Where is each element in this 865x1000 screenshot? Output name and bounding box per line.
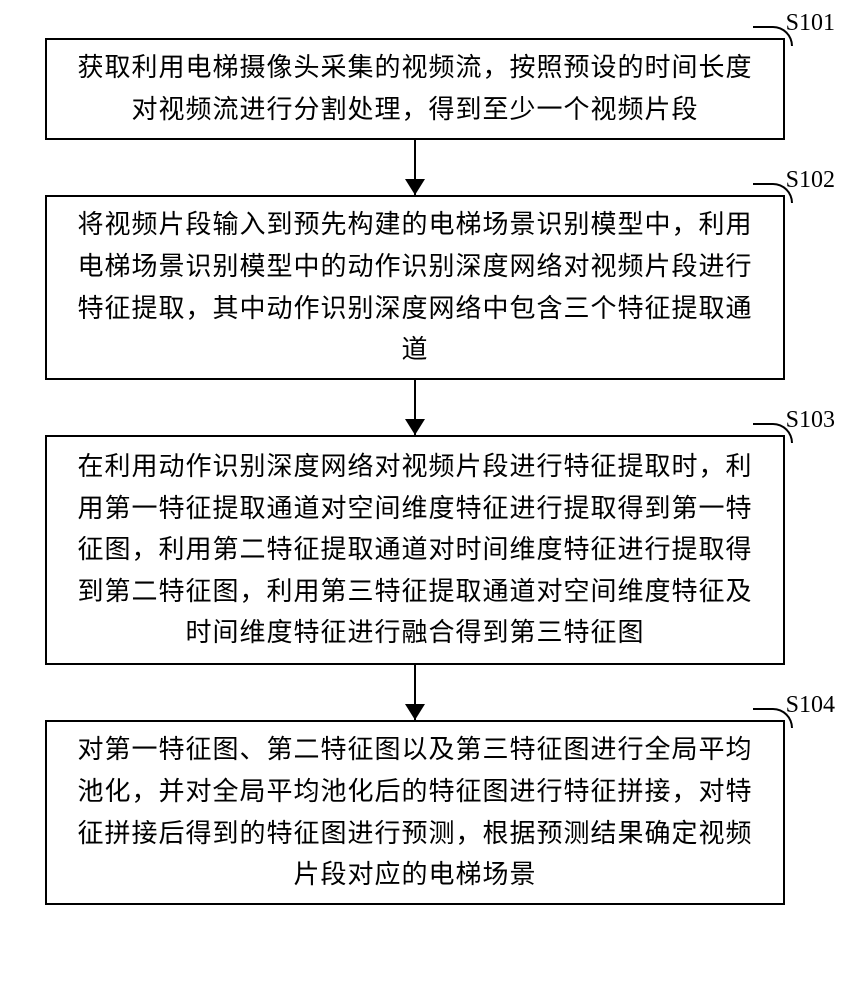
step-s102-container: S102 将视频片段输入到预先构建的电梯场景识别模型中，利用电梯场景识别模型中的… [0,195,865,380]
step-text-s103: 在利用动作识别深度网络对视频片段进行特征提取时，利用第一特征提取通道对空间维度特… [65,446,765,654]
step-box-s104: 对第一特征图、第二特征图以及第三特征图进行全局平均池化，并对全局平均池化后的特征… [45,720,785,905]
arrow-2 [45,380,785,435]
step-box-s102: 将视频片段输入到预先构建的电梯场景识别模型中，利用电梯场景识别模型中的动作识别深… [45,195,785,380]
step-s103-container: S103 在利用动作识别深度网络对视频片段进行特征提取时，利用第一特征提取通道对… [0,435,865,665]
step-s104-container: S104 对第一特征图、第二特征图以及第三特征图进行全局平均池化，并对全局平均池… [0,720,865,905]
step-box-s103: 在利用动作识别深度网络对视频片段进行特征提取时，利用第一特征提取通道对空间维度特… [45,435,785,665]
step-label-s104: S104 [786,692,835,719]
arrow-1 [45,140,785,195]
arrow-head-2 [405,419,425,435]
flowchart-container: S101 获取利用电梯摄像头采集的视频流，按照预设的时间长度对视频流进行分割处理… [0,0,865,1000]
step-text-s101: 获取利用电梯摄像头采集的视频流，按照预设的时间长度对视频流进行分割处理，得到至少… [65,47,765,130]
step-text-s104: 对第一特征图、第二特征图以及第三特征图进行全局平均池化，并对全局平均池化后的特征… [65,729,765,895]
step-text-s102: 将视频片段输入到预先构建的电梯场景识别模型中，利用电梯场景识别模型中的动作识别深… [65,204,765,370]
step-label-s101: S101 [786,10,835,37]
step-label-s102: S102 [786,167,835,194]
arrow-head-1 [405,179,425,195]
step-label-s103: S103 [786,407,835,434]
step-s101-container: S101 获取利用电梯摄像头采集的视频流，按照预设的时间长度对视频流进行分割处理… [0,38,865,140]
arrow-head-3 [405,704,425,720]
step-box-s101: 获取利用电梯摄像头采集的视频流，按照预设的时间长度对视频流进行分割处理，得到至少… [45,38,785,140]
arrow-3 [45,665,785,720]
